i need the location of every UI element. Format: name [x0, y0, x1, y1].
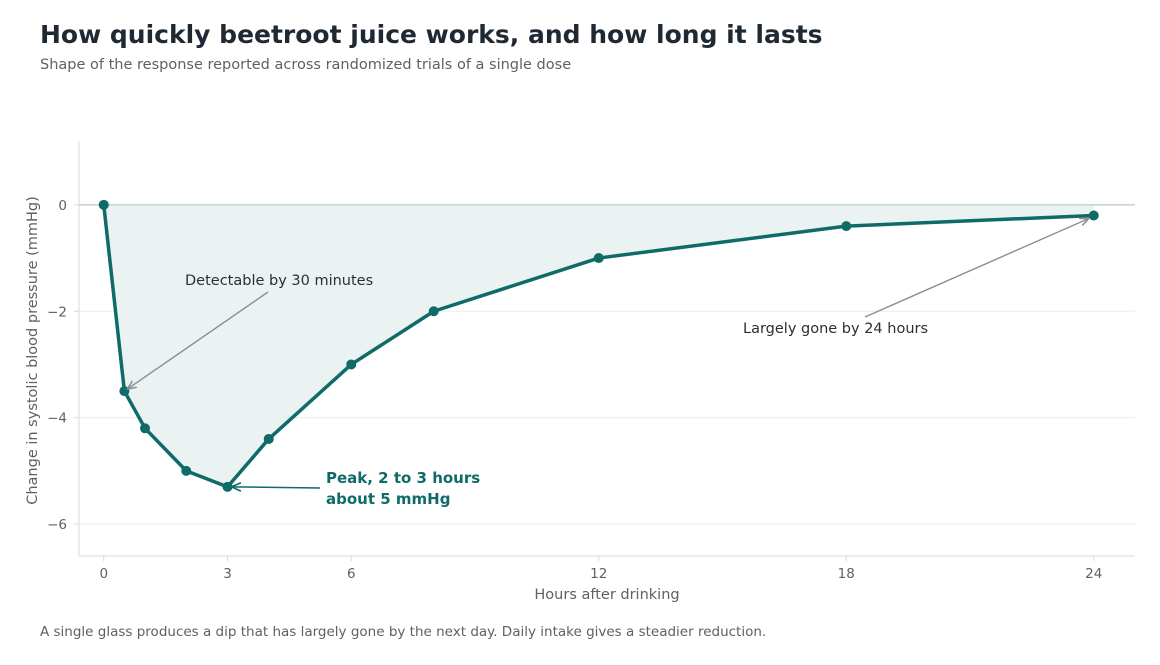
data-point	[119, 386, 130, 397]
annotation-arrow	[864, 218, 1089, 318]
data-point	[593, 253, 604, 264]
y-tick-label: −2	[47, 304, 67, 320]
area-fill	[103, 204, 1094, 487]
annotation-peak: Peak, 2 to 3 hours about 5 mmHg	[326, 469, 480, 508]
x-tick-label: 3	[223, 566, 232, 582]
data-point	[222, 481, 233, 492]
annotation-detectable: Detectable by 30 minutes	[185, 273, 373, 289]
annotations: Detectable by 30 minutes Largely gone by …	[127, 218, 1088, 508]
data-point	[428, 306, 439, 317]
data-point	[98, 199, 109, 210]
chart-title: How quickly beetroot juice works, and ho…	[40, 20, 823, 49]
x-tick-label: 12	[590, 566, 607, 582]
data-point	[181, 465, 192, 476]
annotation-arrow	[127, 291, 269, 389]
data-point	[263, 433, 274, 444]
annotation-arrow	[232, 487, 321, 488]
axes	[78, 141, 1135, 557]
data-point	[841, 221, 852, 232]
y-tick-label: −6	[47, 517, 67, 533]
x-axis-ticks: 0 3 6 12 18 24	[99, 556, 1102, 582]
chart-caption: A single glass produces a dip that has l…	[40, 624, 767, 640]
x-tick-label: 0	[99, 566, 108, 582]
annotation-largely-gone: Largely gone by 24 hours	[743, 321, 928, 337]
y-tick-label: −4	[47, 411, 67, 427]
data-points	[98, 199, 1099, 492]
data-point	[346, 359, 357, 370]
annotation-peak-line: about 5 mmHg	[326, 490, 450, 508]
y-tick-label: 0	[58, 198, 67, 214]
y-axis-ticks: 0 −2 −4 −6	[47, 198, 79, 533]
x-tick-label: 6	[347, 566, 356, 582]
chart-subtitle: Shape of the response reported across ra…	[40, 57, 572, 73]
x-axis-label: Hours after drinking	[534, 587, 679, 603]
y-axis-label: Change in systolic blood pressure (mmHg)	[25, 196, 41, 505]
annotation-peak-line: Peak, 2 to 3 hours	[326, 469, 480, 487]
x-tick-label: 18	[838, 566, 855, 582]
data-point	[140, 423, 150, 434]
x-tick-label: 24	[1085, 566, 1102, 582]
data-point	[1088, 210, 1099, 221]
